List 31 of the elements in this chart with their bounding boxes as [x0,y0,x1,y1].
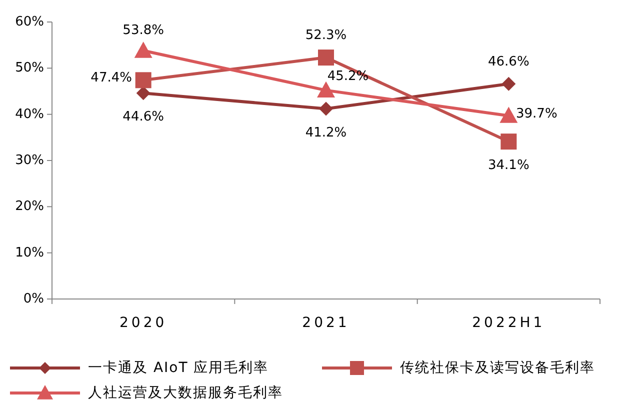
label: 53.8% [122,23,164,38]
ytick: 60% [15,14,44,30]
point [500,106,518,123]
label: 46.6% [488,54,530,70]
point [318,50,334,66]
legend: 传统社保卡及读写设备毛利率 [400,360,595,376]
label: 41.2% [305,125,347,140]
label: 45.2% [327,68,369,84]
point [502,76,516,91]
label: 52.3% [305,28,347,44]
point [134,42,152,58]
point [135,72,152,88]
label: 39.7% [516,106,558,122]
point [136,86,150,100]
label: 44.6% [122,110,164,125]
legend: 人社运营及大数据服务毛利率 [88,384,283,400]
ytick: 30% [15,153,44,168]
ytick: 50% [15,60,44,76]
label: 47.4% [90,70,132,86]
ytick: 10% [15,245,44,260]
point [500,134,517,150]
ytick: 20% [15,199,44,214]
ytick: 0% [23,292,44,307]
xtick: 2020 [120,314,168,331]
legend: 一卡通及 AIoT 应用毛利率 [88,360,269,376]
ytick: 40% [15,106,44,122]
point [319,102,333,116]
xtick: 2021 [302,314,350,331]
point [317,81,335,98]
label: 34.1% [488,158,530,174]
xtick: 2022H1 [472,314,546,331]
